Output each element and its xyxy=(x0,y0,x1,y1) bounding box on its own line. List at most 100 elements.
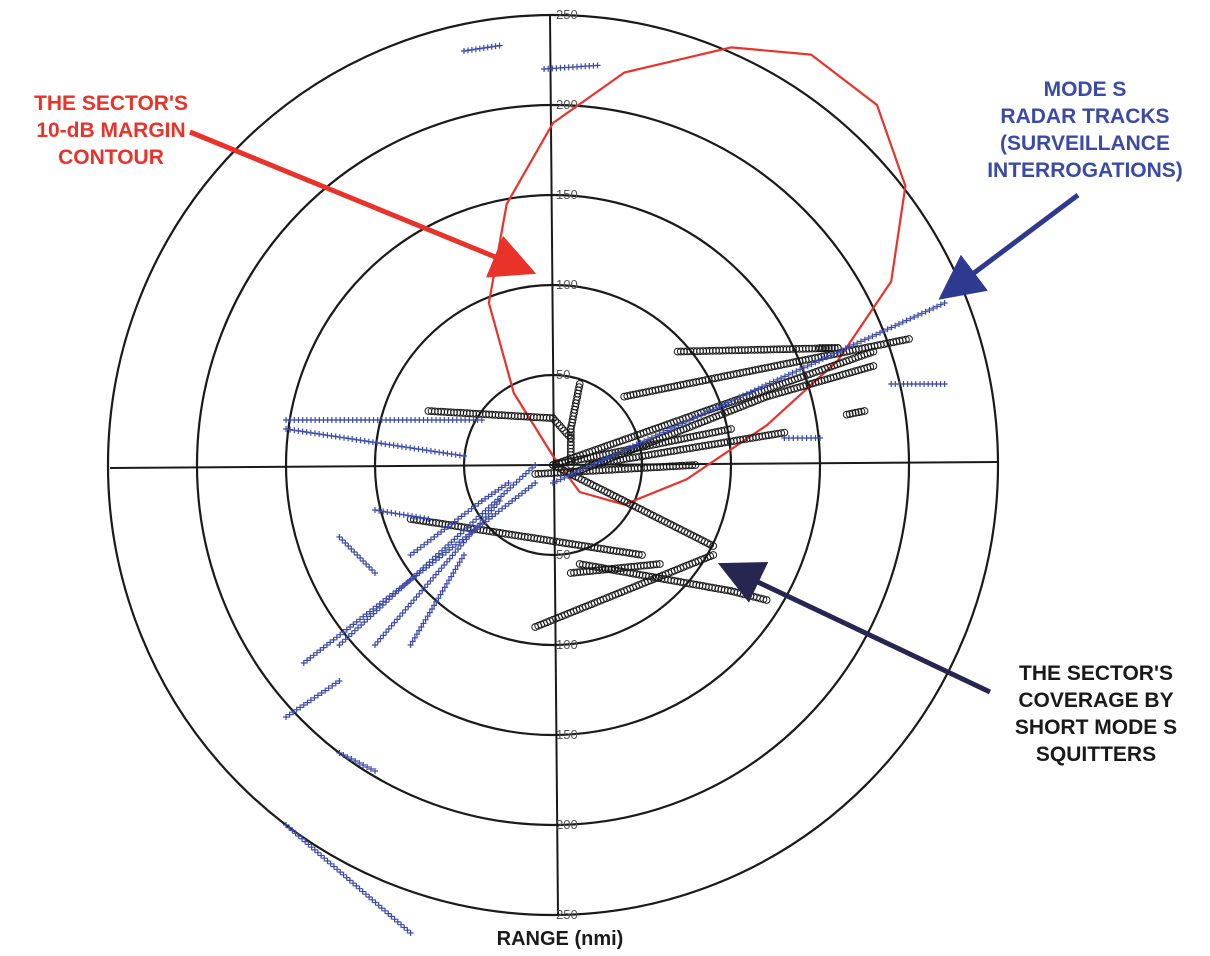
radar-point xyxy=(458,555,465,562)
radar-point xyxy=(336,750,343,756)
radar-point xyxy=(348,546,355,552)
axis-tick-label: 200 xyxy=(556,97,578,112)
radar-point xyxy=(391,916,398,923)
radar-point xyxy=(522,487,529,494)
squitter-point xyxy=(691,461,700,469)
radar-point xyxy=(835,348,842,355)
radar-track xyxy=(336,534,378,576)
radar-point xyxy=(410,597,417,604)
squitter-track xyxy=(566,560,664,577)
radar-point xyxy=(320,644,327,651)
squitter-point xyxy=(857,407,866,416)
radar-point xyxy=(378,905,385,912)
radar-point xyxy=(797,366,804,373)
radar-point xyxy=(311,846,318,853)
radar-point xyxy=(445,542,452,548)
radar-point xyxy=(425,516,432,522)
radar-annotation-line: (SURVEILLANCE xyxy=(1000,132,1170,155)
radar-point xyxy=(311,694,318,701)
radar-point xyxy=(492,510,499,517)
radar-point xyxy=(472,503,478,510)
radar-point xyxy=(477,520,484,527)
radar-point xyxy=(561,474,568,481)
radar-point xyxy=(907,315,914,322)
radar-point xyxy=(327,639,334,646)
radar-point xyxy=(444,523,451,530)
radar-point xyxy=(318,690,325,696)
radar-point xyxy=(472,46,479,53)
radar-track xyxy=(283,678,343,720)
radar-point xyxy=(297,704,304,711)
squitter-annotation: THE SECTOR'S COVERAGE BY SHORT MODE S SQ… xyxy=(985,660,1207,768)
radar-point xyxy=(683,418,690,425)
radar-point xyxy=(652,432,659,439)
radar-point xyxy=(346,877,353,884)
radar-point xyxy=(455,516,462,522)
radar-point xyxy=(565,473,572,479)
radar-track xyxy=(541,62,601,72)
radar-point xyxy=(448,573,455,580)
radar-point xyxy=(911,314,918,320)
radar-point xyxy=(330,636,337,643)
radar-point xyxy=(372,768,378,774)
radar-point xyxy=(488,491,495,498)
radar-point xyxy=(492,43,499,50)
radar-point xyxy=(332,680,339,687)
radar-point xyxy=(485,493,492,500)
radar-point xyxy=(762,382,769,389)
radar-point xyxy=(438,528,445,535)
radar-point xyxy=(401,924,408,931)
radar-point xyxy=(457,530,464,537)
radar-point xyxy=(915,312,921,319)
radar-track xyxy=(407,552,467,648)
radar-point xyxy=(450,570,457,576)
radar-point xyxy=(441,526,448,533)
radar-point xyxy=(755,385,762,392)
radar-point xyxy=(667,425,674,432)
radar-annotation-line: MODE S xyxy=(1043,78,1127,101)
radar-point xyxy=(441,562,448,568)
axis-tick-label: 200 xyxy=(556,817,578,832)
radar-point xyxy=(337,869,344,876)
radar-point xyxy=(804,362,811,369)
radar-point xyxy=(656,431,663,438)
radar-series xyxy=(283,42,948,936)
radar-point xyxy=(491,504,498,511)
radar-point xyxy=(461,453,467,459)
radar-point xyxy=(637,439,644,446)
squitter-point xyxy=(842,410,851,419)
axis-tick-label: 50 xyxy=(556,367,570,382)
radar-point xyxy=(429,606,435,612)
radar-point xyxy=(356,760,363,766)
radar-point xyxy=(854,340,861,347)
radar-point xyxy=(404,579,411,586)
radar-point xyxy=(339,639,346,646)
radar-point xyxy=(496,498,503,504)
radar-point xyxy=(466,522,473,528)
radar-point xyxy=(501,490,508,497)
squitter-point xyxy=(558,424,566,433)
radar-point xyxy=(385,910,392,917)
radar-point xyxy=(345,633,352,640)
radar-point xyxy=(340,871,347,878)
radar-point xyxy=(375,902,382,909)
radar-point xyxy=(304,699,311,706)
radar-point xyxy=(873,331,880,338)
radar-point xyxy=(348,630,355,637)
squitter-point xyxy=(673,347,682,356)
radar-point xyxy=(424,613,431,620)
radar-point xyxy=(812,359,819,366)
radar-point xyxy=(831,350,838,357)
radar-point xyxy=(323,642,330,648)
radar-point xyxy=(336,678,343,684)
radar-point xyxy=(420,564,427,571)
radar-point xyxy=(485,510,492,517)
radar-point xyxy=(869,333,876,340)
radar-point xyxy=(471,526,478,533)
radar-point xyxy=(351,549,358,555)
annotation-arrows xyxy=(189,129,1080,695)
squitter-point xyxy=(848,409,857,418)
radar-point xyxy=(364,616,371,623)
tracks-layer xyxy=(283,42,948,936)
